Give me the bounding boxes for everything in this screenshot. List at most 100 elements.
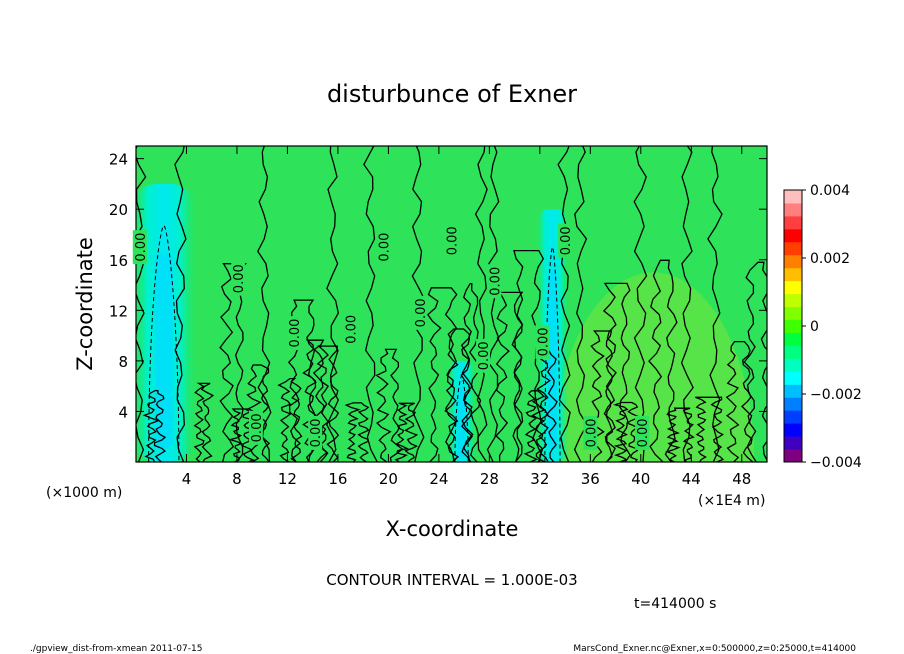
contour-label: 0.00 bbox=[414, 298, 429, 327]
zero-contour bbox=[375, 348, 404, 462]
colorbar-segment bbox=[784, 332, 802, 346]
x-tick-label: 20 bbox=[379, 470, 398, 488]
plot-area bbox=[136, 146, 767, 462]
zero-contour bbox=[707, 146, 723, 462]
colorbar: 0.004 0.002 0 −0.002 −0.004 bbox=[783, 183, 862, 471]
y-tick-label: 24 bbox=[109, 151, 128, 169]
footer-left: ./gpview_dist-from-xmean 2011-07-15 bbox=[30, 644, 202, 654]
colorbar-segment bbox=[784, 306, 802, 321]
colorbar-segment bbox=[784, 397, 802, 411]
contour-label: 0.00 bbox=[636, 418, 651, 447]
contour-label-bg bbox=[583, 415, 598, 450]
zero-contour bbox=[326, 146, 340, 462]
x-tick-label: 12 bbox=[278, 470, 297, 488]
chart-title: disturbunce of Exner bbox=[327, 80, 577, 108]
colorbar-segment bbox=[784, 410, 802, 424]
x-tick-label: 48 bbox=[732, 470, 751, 488]
zero-contour bbox=[695, 396, 725, 462]
zero-contour bbox=[680, 146, 694, 462]
contour-label-bg bbox=[476, 338, 491, 373]
contour-label-bg bbox=[376, 230, 391, 265]
colorbar-segment bbox=[784, 241, 802, 256]
plot-frame bbox=[135, 145, 768, 463]
colorbar-segment bbox=[784, 228, 802, 243]
x-axis-label: X-coordinate bbox=[386, 517, 519, 541]
colorbar-tick-label: −0.002 bbox=[810, 387, 862, 403]
positive-anomaly-3 bbox=[552, 272, 755, 462]
y-axis: 4 8 12 16 20 24 bbox=[109, 151, 767, 421]
negative-core-1 bbox=[457, 386, 466, 457]
y-tick-label: 12 bbox=[109, 302, 128, 320]
contour-label: 0.00 bbox=[446, 226, 461, 255]
contour-label: 0.00 bbox=[288, 319, 303, 348]
colorbar-segment bbox=[784, 267, 802, 282]
x-tick-label: 24 bbox=[429, 470, 448, 488]
negative-contour bbox=[148, 225, 180, 462]
zero-contour bbox=[174, 146, 187, 462]
colorbar-segment bbox=[784, 436, 802, 450]
x-tick-label: 36 bbox=[581, 470, 600, 488]
x-tick-label: 28 bbox=[480, 470, 499, 488]
contour-label: 0.00 bbox=[377, 233, 392, 262]
contour-label-bg bbox=[343, 312, 358, 347]
contour-label: 0.00 bbox=[345, 315, 360, 344]
zero-contour bbox=[227, 408, 255, 462]
y-axis-label: Z-coordinate bbox=[73, 237, 97, 371]
colorbar-segment bbox=[784, 215, 802, 230]
footer-right: MarsCond_Exner.nc@Exner,x=0:500000,z=0:2… bbox=[573, 644, 856, 654]
zero-contour bbox=[633, 146, 648, 462]
x-axis: 4 8 12 16 20 24 28 32 36 40 44 48 bbox=[182, 146, 751, 488]
x-tick-label: 40 bbox=[631, 470, 650, 488]
x-tick-label: 8 bbox=[232, 470, 242, 488]
contour-label-bg bbox=[248, 410, 263, 445]
contour-label: 0.00 bbox=[488, 267, 503, 296]
colorbar-segment bbox=[784, 449, 802, 463]
contour-label-bg bbox=[635, 415, 650, 450]
contour-label: 0.00 bbox=[536, 327, 551, 356]
zero-contour bbox=[142, 389, 167, 462]
contour-label: 0.00 bbox=[559, 226, 574, 255]
contour-label-bg bbox=[558, 223, 573, 258]
zero-contour bbox=[363, 146, 378, 462]
contour-label-bg bbox=[286, 316, 301, 351]
contour-label: 0.00 bbox=[309, 418, 324, 447]
zero-contour bbox=[344, 402, 370, 462]
contour-label-bg bbox=[231, 261, 246, 296]
x-unit-right: (×1E4 m) bbox=[698, 493, 765, 509]
contour-label: 0.00 bbox=[134, 233, 149, 262]
colorbar-tick-label: −0.004 bbox=[810, 455, 862, 471]
colorbar-segment bbox=[784, 423, 802, 437]
zero-contour bbox=[557, 146, 571, 462]
negative-contour bbox=[544, 246, 561, 462]
colorbar-tick-label: 0.004 bbox=[810, 183, 850, 199]
zero-contour bbox=[394, 402, 419, 462]
contour-label-bg bbox=[132, 230, 147, 265]
x-unit-left: (×1000 m) bbox=[46, 485, 122, 501]
contour-label: 0.00 bbox=[250, 413, 265, 442]
zero-contour bbox=[427, 287, 458, 462]
zero-contour bbox=[573, 146, 588, 462]
zero-contour bbox=[474, 146, 488, 462]
zero-contour bbox=[743, 261, 767, 462]
x-tick-label: 4 bbox=[182, 470, 192, 488]
colorbar-tick-label: 0 bbox=[810, 319, 819, 335]
zero-contour bbox=[277, 377, 303, 462]
colorbar-segment bbox=[784, 384, 802, 398]
zero-contour bbox=[287, 299, 317, 462]
contour-label-bg bbox=[444, 223, 459, 258]
time-label: t=414000 s bbox=[634, 596, 716, 612]
colorbar-segment bbox=[784, 371, 802, 385]
colorbar-segment bbox=[784, 293, 802, 308]
contour-label-bg bbox=[535, 324, 550, 359]
contour-label: 0.00 bbox=[232, 264, 247, 293]
colorbar-segment bbox=[784, 345, 802, 359]
x-tick-label: 32 bbox=[530, 470, 549, 488]
zero-contour bbox=[444, 328, 473, 462]
x-tick-label: 44 bbox=[682, 470, 701, 488]
contour-interval: CONTOUR INTERVAL = 1.000E-03 bbox=[326, 571, 577, 589]
x-tick-label: 16 bbox=[328, 470, 347, 488]
zero-contour bbox=[665, 407, 695, 462]
zero-contour bbox=[193, 382, 215, 462]
colorbar-tick-label: 0.002 bbox=[810, 251, 850, 267]
